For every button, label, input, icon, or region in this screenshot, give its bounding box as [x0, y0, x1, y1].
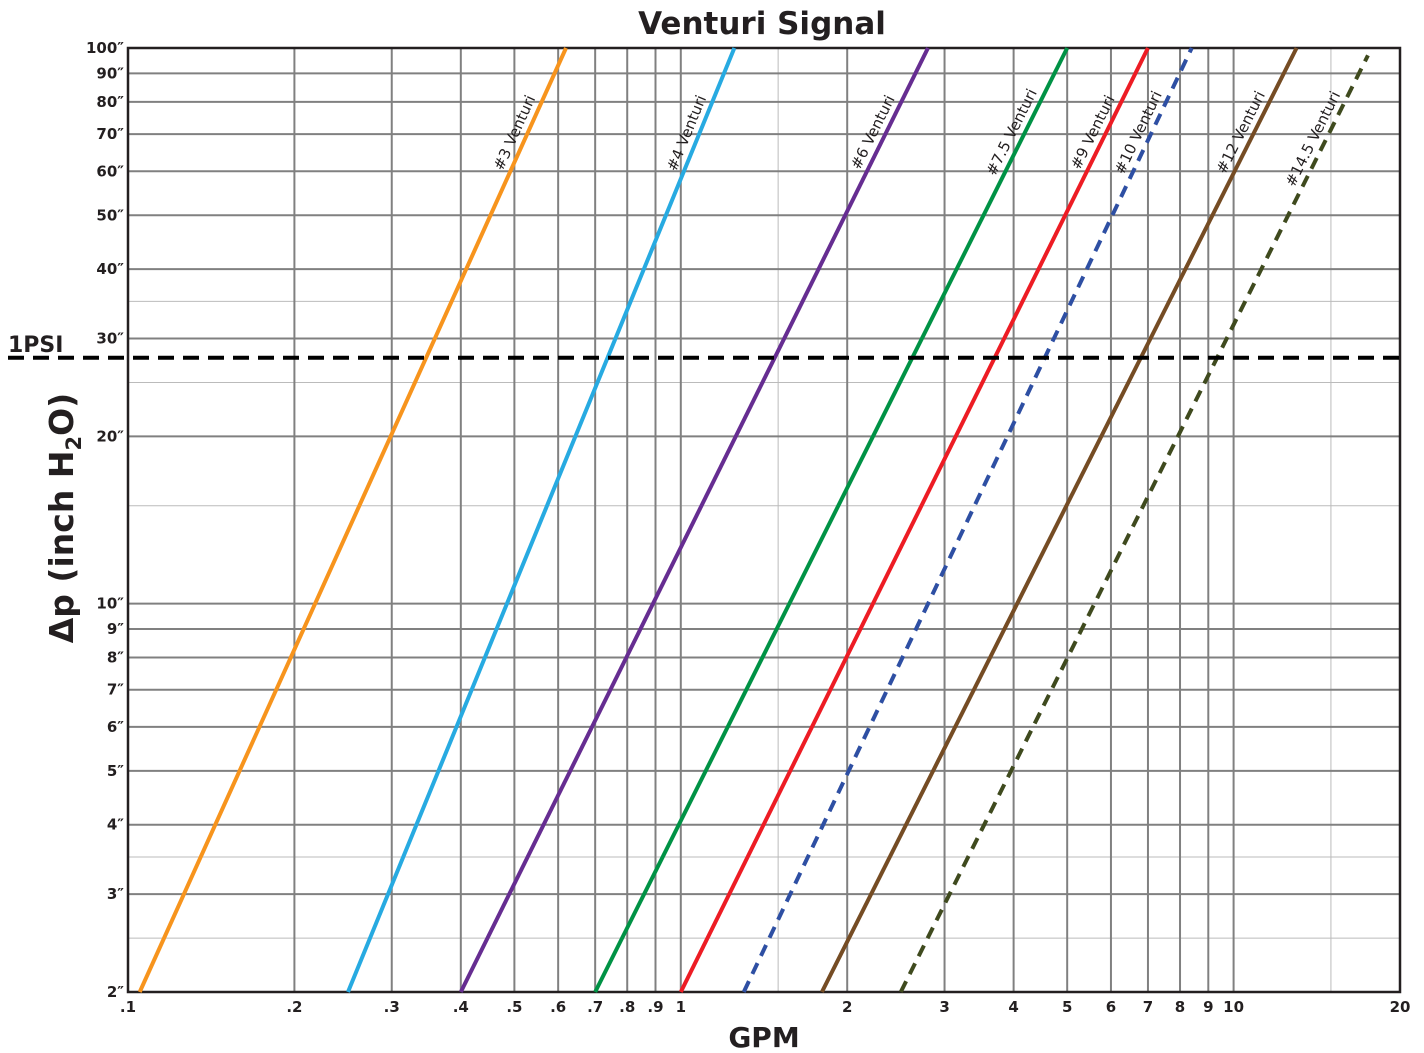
- x-tick-label: .8: [619, 998, 635, 1016]
- y-tick-label: 8″: [107, 648, 124, 666]
- x-tick-label: .7: [587, 998, 603, 1016]
- y-tick-label: 90″: [96, 64, 124, 82]
- x-tick-label: 10: [1223, 998, 1244, 1016]
- x-tick-label: 9: [1203, 998, 1213, 1016]
- x-tick-label: 3: [939, 998, 949, 1016]
- series-lines: [137, 47, 1370, 993]
- x-tick-label: .9: [647, 998, 663, 1016]
- y-tick-label: 2″: [107, 983, 124, 1001]
- y-tick-label: 10″: [96, 595, 124, 613]
- y-tick-label: 20″: [96, 427, 124, 445]
- series-line: [346, 47, 737, 993]
- y-tick-label: 100″: [86, 39, 124, 57]
- x-tick-label: 5: [1062, 998, 1072, 1016]
- y-axis-label-tail: O): [42, 393, 81, 436]
- y-tick-label: 30″: [96, 330, 124, 348]
- grid: [126, 46, 1402, 994]
- tick-labels: .1 .2 .3 .4 .5 .6 .7 .8 .9 1 2 3 4 5 6 7 8 9 10 20 2″ 3″ 4″ 5″ 6…: [86, 39, 1410, 1016]
- y-tick-label: 80″: [96, 93, 124, 111]
- y-tick-label: 6″: [107, 718, 124, 736]
- x-tick-label: .6: [550, 998, 566, 1016]
- y-tick-label: 3″: [107, 885, 124, 903]
- x-axis-label: GPM: [728, 1021, 799, 1053]
- x-tick-label: .1: [120, 998, 136, 1016]
- x-tick-label: 4: [1008, 998, 1018, 1016]
- y-tick-label: 50″: [96, 206, 124, 224]
- series-line: [679, 47, 1150, 993]
- y-axis-label-main: Δp (inch H: [42, 451, 81, 644]
- x-tick-label: 1: [676, 998, 686, 1016]
- y-axis-label: Δp (inch H2O): [42, 393, 86, 643]
- reference-line-label: 1PSI: [8, 333, 63, 358]
- y-axis-label-sub: 2: [62, 436, 86, 451]
- x-tick-label: 20: [1390, 998, 1411, 1016]
- series-line: [898, 54, 1370, 993]
- x-tick-label: .3: [384, 998, 400, 1016]
- series-line: [741, 47, 1194, 993]
- plot-frame: [126, 46, 1402, 994]
- series-label: #7.5 Venturi: [982, 86, 1040, 179]
- x-tick-label: 8: [1175, 998, 1185, 1016]
- y-tick-label: 5″: [107, 762, 124, 780]
- reference-line-group: 1PSI: [8, 333, 1404, 360]
- series-line: [459, 47, 930, 993]
- y-tick-label: 70″: [96, 125, 124, 143]
- x-tick-label: 2: [842, 998, 852, 1016]
- x-tick-label: 7: [1143, 998, 1153, 1016]
- x-tick-label: .4: [453, 998, 469, 1016]
- x-tick-label: .5: [506, 998, 522, 1016]
- series-label: #14.5 Venturi: [1282, 88, 1345, 189]
- y-tick-label: 40″: [96, 260, 124, 278]
- y-tick-label: 60″: [96, 162, 124, 180]
- series-line: [137, 47, 568, 993]
- x-tick-label: .2: [286, 998, 302, 1016]
- chart-title: Venturi Signal: [638, 6, 886, 42]
- x-tick-label: 6: [1106, 998, 1116, 1016]
- series-line: [593, 47, 1069, 993]
- y-tick-label: 9″: [107, 620, 124, 638]
- y-tick-label: 4″: [107, 816, 124, 834]
- series-line: [820, 47, 1299, 993]
- y-tick-label: 7″: [107, 681, 124, 699]
